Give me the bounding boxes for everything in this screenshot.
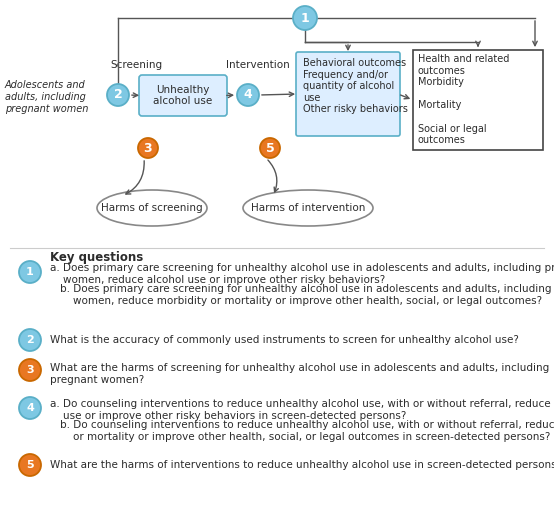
Text: What are the harms of interventions to reduce unhealthy alcohol use in screen-de: What are the harms of interventions to r… bbox=[50, 460, 554, 470]
Ellipse shape bbox=[97, 190, 207, 226]
Text: a. Does primary care screening for unhealthy alcohol use in adolescents and adul: a. Does primary care screening for unhea… bbox=[50, 263, 554, 285]
Circle shape bbox=[19, 261, 41, 283]
Text: Screening: Screening bbox=[110, 60, 162, 70]
Text: a. Do counseling interventions to reduce unhealthy alcohol use, with or without : a. Do counseling interventions to reduce… bbox=[50, 399, 554, 421]
Text: 2: 2 bbox=[26, 335, 34, 345]
FancyBboxPatch shape bbox=[296, 52, 400, 136]
Text: 1: 1 bbox=[26, 267, 34, 277]
Text: Unhealthy
alcohol use: Unhealthy alcohol use bbox=[153, 85, 213, 106]
Text: 4: 4 bbox=[244, 89, 253, 101]
Text: 1: 1 bbox=[301, 12, 309, 24]
Text: Health and related
outcomes
Morbidity

Mortality

Social or legal
outcomes: Health and related outcomes Morbidity Mo… bbox=[418, 54, 509, 145]
Circle shape bbox=[293, 6, 317, 30]
Text: Key questions: Key questions bbox=[50, 252, 143, 264]
Text: Behavioral outcomes
Frequency and/or
quantity of alcohol
use
Other risky behavio: Behavioral outcomes Frequency and/or qua… bbox=[303, 58, 408, 114]
Circle shape bbox=[19, 359, 41, 381]
Text: 3: 3 bbox=[143, 141, 152, 155]
FancyBboxPatch shape bbox=[139, 75, 227, 116]
Text: 5: 5 bbox=[26, 460, 34, 470]
Text: b. Does primary care screening for unhealthy alcohol use in adolescents and adul: b. Does primary care screening for unhea… bbox=[60, 284, 554, 306]
Circle shape bbox=[19, 329, 41, 351]
Text: 2: 2 bbox=[114, 89, 122, 101]
Text: What are the harms of screening for unhealthy alcohol use in adolescents and adu: What are the harms of screening for unhe… bbox=[50, 363, 549, 384]
Text: Harms of intervention: Harms of intervention bbox=[251, 203, 365, 213]
Circle shape bbox=[138, 138, 158, 158]
Text: b. Do counseling interventions to reduce unhealthy alcohol use, with or without : b. Do counseling interventions to reduce… bbox=[60, 420, 554, 442]
Circle shape bbox=[19, 454, 41, 476]
Text: Adolescents and
adults, including
pregnant women: Adolescents and adults, including pregna… bbox=[5, 80, 89, 114]
Circle shape bbox=[260, 138, 280, 158]
Text: Intervention: Intervention bbox=[226, 60, 290, 70]
Circle shape bbox=[107, 84, 129, 106]
Text: Harms of screening: Harms of screening bbox=[101, 203, 203, 213]
Circle shape bbox=[237, 84, 259, 106]
Text: What is the accuracy of commonly used instruments to screen for unhealthy alcoho: What is the accuracy of commonly used in… bbox=[50, 335, 519, 345]
Text: 5: 5 bbox=[265, 141, 274, 155]
Text: 4: 4 bbox=[26, 403, 34, 413]
Ellipse shape bbox=[243, 190, 373, 226]
Circle shape bbox=[19, 397, 41, 419]
Text: 3: 3 bbox=[26, 365, 34, 375]
Bar bbox=[413, 50, 543, 150]
